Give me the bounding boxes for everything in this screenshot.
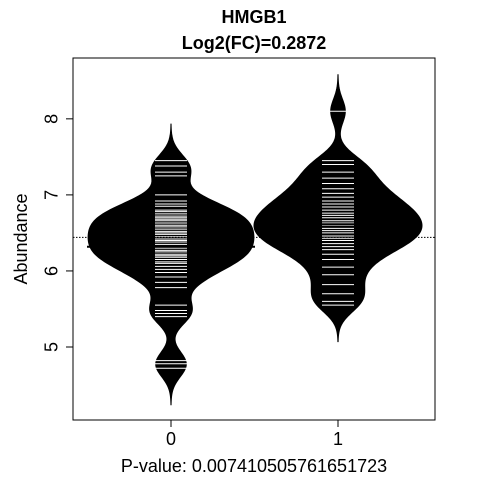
y-tick-label: 7	[42, 190, 62, 200]
y-axis-label: Abundance	[11, 193, 31, 284]
x-tick-label: 0	[166, 429, 176, 449]
bean	[87, 123, 255, 406]
y-tick-label: 8	[42, 114, 62, 124]
x-tick-label: 1	[333, 429, 343, 449]
y-tick-label: 6	[42, 266, 62, 276]
y-tick-label: 5	[42, 342, 62, 352]
chart-title: HMGB1	[221, 7, 286, 27]
plot-frame	[72, 57, 436, 421]
bean	[253, 74, 423, 343]
x-axis-label: P-value: 0.007410505761651723	[121, 456, 387, 476]
chart-subtitle: Log2(FC)=0.2872	[182, 33, 327, 53]
